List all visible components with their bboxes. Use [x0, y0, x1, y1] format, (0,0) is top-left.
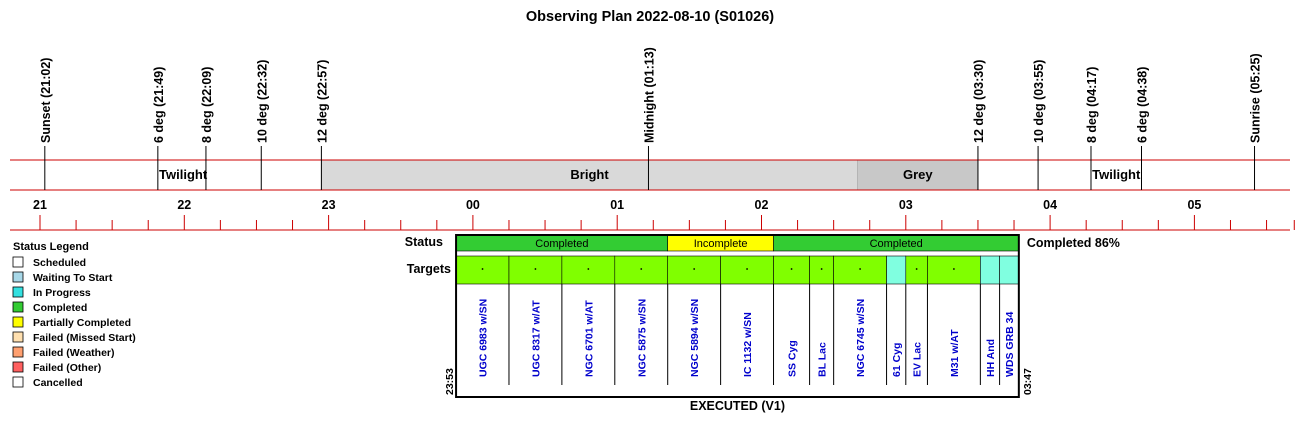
target-name: M31 w/AT: [949, 329, 961, 377]
target-name: UGC 6983 w/SN: [478, 299, 490, 377]
legend-item-label: Failed (Other): [33, 362, 101, 374]
target-dot: [534, 268, 537, 270]
target-cell: [561, 255, 616, 285]
target-name: UGC 8317 w/AT: [530, 300, 542, 377]
legend-swatch: [12, 316, 24, 328]
legend-swatch: [12, 256, 24, 268]
hour-label: 01: [610, 198, 624, 212]
end-time-label: 03:47: [1022, 368, 1034, 395]
legend-item-label: Waiting To Start: [33, 272, 113, 284]
event-label: Midnight (01:13): [642, 47, 656, 143]
legend-swatch: [12, 331, 24, 343]
target-name: BL Lac: [817, 342, 829, 377]
target-dot: [859, 268, 862, 270]
target-cell: [905, 255, 928, 285]
band-grey: [857, 159, 979, 191]
legend-swatch: [12, 301, 24, 313]
band-bright: [321, 159, 858, 191]
target-dot: [820, 268, 823, 270]
target-dot: [746, 268, 748, 270]
target-name: NGC 5875 w/SN: [636, 299, 648, 377]
target-name: NGC 5894 w/SN: [689, 299, 701, 377]
target-name: 61 Cyg: [891, 343, 903, 377]
target-cell: [455, 255, 510, 285]
event-label: Sunrise (05:25): [1249, 53, 1263, 143]
event-label: 8 deg (22:09): [200, 67, 214, 143]
band-label: Twilight: [159, 167, 208, 182]
legend-item-label: Completed: [33, 302, 87, 314]
target-dot: [915, 268, 918, 270]
legend-swatch: [12, 286, 24, 298]
target-dot: [953, 268, 955, 270]
target-cell: [980, 255, 1000, 285]
event-label: 12 deg (22:57): [315, 60, 329, 143]
event-label: 10 deg (22:32): [255, 60, 269, 143]
target-dot: [790, 268, 793, 270]
event-label: 8 deg (04:17): [1085, 67, 1099, 143]
target-cell: [886, 255, 907, 285]
target-name: IC 1132 w/SN: [742, 312, 754, 377]
band-label: Bright: [570, 167, 609, 182]
status-segment-label: Completed: [870, 238, 923, 250]
status-segment-label: Incomplete: [694, 238, 748, 250]
target-name: NGC 6701 w/AT: [583, 300, 595, 377]
target-dot: [481, 268, 484, 270]
status-legend: Status Legend Scheduled Waiting To Start I…: [12, 241, 136, 389]
legend-swatch: [12, 376, 24, 388]
target-cell: [773, 255, 810, 285]
event-label: 10 deg (03:55): [1032, 60, 1046, 143]
event-label: 12 deg (03:30): [972, 60, 986, 143]
target-cell: [720, 255, 774, 285]
hour-label: 21: [33, 198, 47, 212]
target-name: WDS GRB 34: [1004, 311, 1016, 377]
target-cell: [667, 255, 721, 285]
start-time-label: 23:53: [444, 368, 456, 395]
hour-label: 02: [755, 198, 769, 212]
hour-label: 00: [466, 198, 480, 212]
target-name: EV Lac: [912, 342, 924, 377]
timeline: Twilight Bright Grey Twilight Sunset (21:02)…: [10, 47, 1295, 231]
legend-swatch: [12, 346, 24, 358]
hour-label: 04: [1043, 198, 1057, 212]
legend-item-label: Scheduled: [33, 257, 86, 269]
target-dot: [693, 268, 696, 270]
legend-swatch: [12, 271, 24, 283]
event-label: 6 deg (04:38): [1135, 67, 1149, 143]
plan-block: Status Completed Incomplete Completed Comple…: [405, 234, 1120, 413]
legend-title: Status Legend: [13, 241, 89, 253]
target-cell: [508, 255, 563, 285]
target-name: HH And: [985, 339, 997, 377]
hour-label: 05: [1187, 198, 1201, 212]
event-label: Sunset (21:02): [39, 58, 53, 143]
legend-item-label: Partially Completed: [33, 317, 131, 329]
target-cell: [809, 255, 834, 285]
hour-label: 23: [322, 198, 336, 212]
target-cell: [999, 255, 1020, 285]
band-label: Twilight: [1092, 167, 1141, 182]
plan-footer: EXECUTED (V1): [690, 399, 785, 413]
event-label: 6 deg (21:49): [152, 67, 166, 143]
hour-label: 22: [177, 198, 191, 212]
legend-item-label: In Progress: [33, 287, 91, 299]
target-name: SS Cyg: [787, 340, 799, 377]
legend-item-label: Cancelled: [33, 377, 83, 389]
target-cell: [833, 255, 887, 285]
target-dot: [587, 268, 590, 270]
target-cell: [927, 255, 981, 285]
target-cell: [614, 255, 669, 285]
band-label: Grey: [903, 167, 933, 182]
legend-item-label: Failed (Weather): [33, 347, 115, 359]
plan-frame: [455, 234, 1020, 398]
hour-label: 03: [899, 198, 913, 212]
legend-swatch: [12, 361, 24, 373]
status-segment-label: Completed: [535, 238, 588, 250]
legend-item-label: Failed (Missed Start): [33, 332, 136, 344]
target-dot: [640, 268, 643, 270]
targets-row-label: Targets: [407, 262, 451, 276]
target-name: NGC 6745 w/SN: [855, 299, 867, 377]
completion-text: Completed 86%: [1027, 236, 1120, 250]
status-row-label: Status: [405, 235, 443, 249]
chart-title: Observing Plan 2022-08-10 (S01026): [526, 9, 774, 25]
